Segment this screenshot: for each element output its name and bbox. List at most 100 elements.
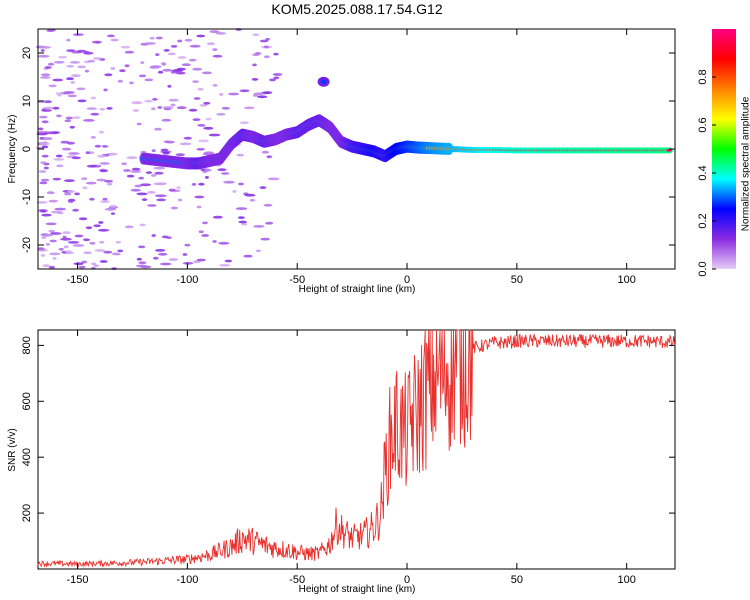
spectrogram-noise — [99, 260, 108, 263]
spectrogram-noise — [41, 236, 47, 240]
spectrogram-noise — [56, 92, 60, 95]
spectrogram-noise — [94, 144, 102, 148]
spectrogram-noise — [199, 104, 208, 107]
spectrogram-noise — [158, 252, 168, 256]
spectrogram-noise — [67, 198, 76, 202]
spectrogram-noise — [39, 76, 51, 79]
spectrogram-x-tick-label: 100 — [617, 274, 635, 286]
spectrogram-noise — [86, 164, 98, 168]
colorbar-ticks: 0.0 0.2 0.4 0.6 0.8 — [697, 69, 716, 277]
spectrogram-noise — [255, 249, 261, 253]
spectrogram-noise — [212, 215, 223, 219]
spectrogram-noise — [51, 210, 62, 214]
spectrogram-noise — [175, 153, 185, 157]
spectrogram-noise — [63, 91, 75, 94]
spectrogram-noise — [235, 207, 248, 211]
spectrogram-noise — [43, 166, 49, 170]
spectrogram-noise — [117, 249, 124, 253]
spectrogram-noise — [138, 176, 144, 180]
spectrogram-noise — [65, 116, 74, 120]
spectrogram-noise — [188, 58, 197, 62]
spectrogram-noise — [154, 194, 167, 198]
spectrogram-noise — [170, 70, 177, 74]
colorbar-tick-label: 0.2 — [697, 213, 709, 228]
snr-frame — [37, 329, 676, 570]
spectrogram-noise — [244, 193, 256, 197]
spectrogram-noise — [56, 164, 64, 168]
spectrogram-noise — [36, 132, 48, 136]
spectrogram-noise — [251, 78, 259, 81]
spectrogram-noise — [163, 140, 172, 144]
spectrogram-noise — [58, 55, 68, 59]
spectrogram-noise — [41, 154, 49, 158]
spectrogram-noise — [61, 147, 72, 151]
spectrogram-noise — [253, 92, 264, 96]
spectrogram-noise — [208, 133, 221, 137]
spectrogram-x-ticks: -150 -100 -50 0 50 100 — [67, 29, 636, 286]
spectrogram-noise — [41, 109, 52, 112]
spectrogram-noise — [48, 199, 59, 203]
spectrogram-noise — [212, 54, 223, 58]
spectrogram-noise — [110, 212, 116, 216]
spectrogram-noise — [115, 240, 122, 244]
spectrogram-y-ticks: -20 -10 0 10 20 — [21, 47, 675, 253]
spectrogram-noise — [46, 191, 55, 195]
spectrogram-noise — [160, 62, 167, 65]
snr-y-ticks: 200 400 600 800 — [21, 336, 675, 522]
spectrogram-noise — [192, 80, 200, 83]
spectrogram-noise — [243, 254, 253, 258]
spectrogram-noise — [237, 216, 245, 220]
spectrogram-noise — [150, 65, 162, 68]
spectrogram-cell — [320, 79, 327, 84]
spectrogram-noise — [103, 88, 108, 92]
spectrogram-noise — [145, 171, 153, 175]
snr-x-tick-label: 100 — [617, 574, 635, 586]
spectrogram-noise — [42, 106, 54, 110]
spectrogram-noise — [202, 221, 208, 225]
spectrogram-noise — [202, 170, 208, 173]
spectrogram-x-tick-label: 0 — [404, 274, 410, 286]
spectrogram-noise — [41, 73, 51, 77]
spectrogram-noise — [203, 151, 215, 155]
spectrogram-noise — [263, 203, 273, 207]
spectrogram-noise — [87, 59, 96, 63]
spectrogram-noise — [119, 69, 126, 73]
spectrogram-noise — [48, 265, 56, 269]
spectrogram-noise — [49, 239, 57, 243]
spectrogram-noise — [161, 235, 169, 239]
colorbar-gradient — [712, 29, 736, 269]
spectrogram-noise — [212, 240, 217, 243]
spectrogram-noise — [196, 205, 202, 209]
spectrogram-noise — [52, 106, 60, 110]
spectrogram-noise — [272, 73, 283, 76]
spectrogram-noise — [130, 188, 141, 192]
spectrogram-noise — [149, 36, 155, 40]
spectrogram-noise — [155, 36, 163, 40]
spectrogram-noise — [203, 126, 214, 130]
spectrogram-noise — [67, 94, 77, 98]
spectrogram-noise — [153, 166, 166, 170]
snr-y-tick-label: 600 — [21, 392, 33, 410]
spectrogram-noise — [78, 217, 88, 221]
snr-y-axis-label: SNR (v/v) — [7, 428, 18, 471]
spectrogram-noise — [167, 52, 176, 56]
spectrogram-noise — [257, 95, 268, 99]
spectrogram-noise — [228, 92, 240, 96]
spectrogram-y-tick-label: 0 — [21, 146, 33, 152]
snr-x-ticks: -150 -100 -50 0 50 100 — [67, 330, 636, 586]
spectrogram-noise — [176, 106, 187, 110]
spectrogram-noise — [123, 169, 131, 172]
spectrogram-noise — [238, 220, 247, 224]
spectrogram-noise — [263, 45, 269, 49]
spectrogram-noise — [202, 71, 212, 75]
spectrogram-noise — [77, 99, 87, 103]
spectrogram-noise — [52, 257, 57, 260]
spectrogram-noise — [66, 141, 75, 145]
spectrogram-noise — [170, 45, 178, 48]
spectrogram-noise — [134, 184, 142, 188]
spectrogram-noise — [43, 100, 53, 104]
spectrogram-noise — [154, 171, 164, 175]
spectrogram-noise — [204, 176, 209, 179]
spectrogram-noise — [259, 39, 269, 43]
